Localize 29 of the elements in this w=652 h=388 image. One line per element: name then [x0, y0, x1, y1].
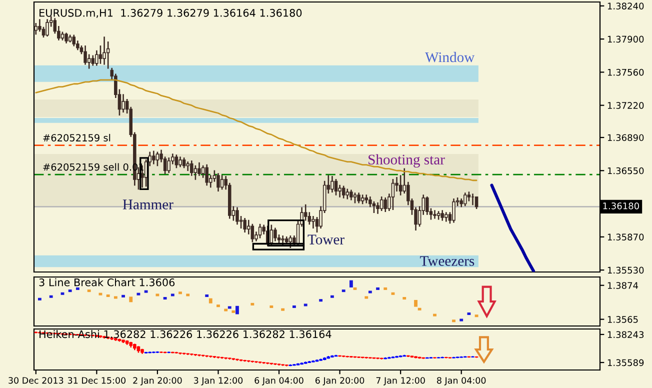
x-tick-label: 3 Jan 12:00 — [194, 377, 243, 386]
text: EURUSD.m,H1 1.36279 1.36279 1.36164 1.36180 — [40, 8, 302, 18]
y-tick-label: 1.36550 — [608, 167, 644, 174]
ref-line-label: #62052159 sl — [43, 134, 110, 142]
ref-line-label: 1.36180 — [603, 202, 639, 210]
y-tick-label: 1.37560 — [608, 68, 644, 76]
y-tick-label: 1.3565 — [608, 316, 638, 323]
x-tick-label: 7 Jan 12:00 — [376, 377, 425, 386]
y-tick-label: 1.35589 — [608, 359, 644, 366]
x-tick-label: 8 Jan 04:00 — [437, 377, 486, 386]
y-tick-label: 1.36890 — [608, 134, 644, 142]
y-tick-label: 1.37220 — [608, 102, 644, 109]
x-tick-label: 2 Jan 20:00 — [133, 377, 182, 386]
y-tick-label: 1.3874 — [608, 282, 638, 289]
annotation: Tweezers — [420, 256, 474, 266]
y-tick-label: 1.38243 — [608, 331, 644, 338]
y-tick-label: 1.35870 — [608, 234, 644, 240]
x-tick-label: 30 Dec 2013 — [8, 377, 64, 384]
annotation: Window — [425, 52, 475, 62]
annotation: Hammer — [122, 200, 174, 210]
x-tick-label: 6 Jan 04:00 — [254, 377, 304, 386]
chart-title: 3 Line Break Chart 1.3606 — [39, 278, 175, 286]
x-tick-label: 6 Jan 20:00 — [315, 377, 364, 386]
y-tick-label: 1.35530 — [608, 266, 644, 274]
annotation: Shooting star — [368, 154, 445, 168]
x-tick-label: 31 Dec 15:00 — [68, 377, 126, 384]
y-tick-label: 1.38240 — [608, 2, 644, 10]
y-tick-label: 1.37900 — [608, 36, 644, 43]
annotation: Tower — [308, 234, 344, 244]
